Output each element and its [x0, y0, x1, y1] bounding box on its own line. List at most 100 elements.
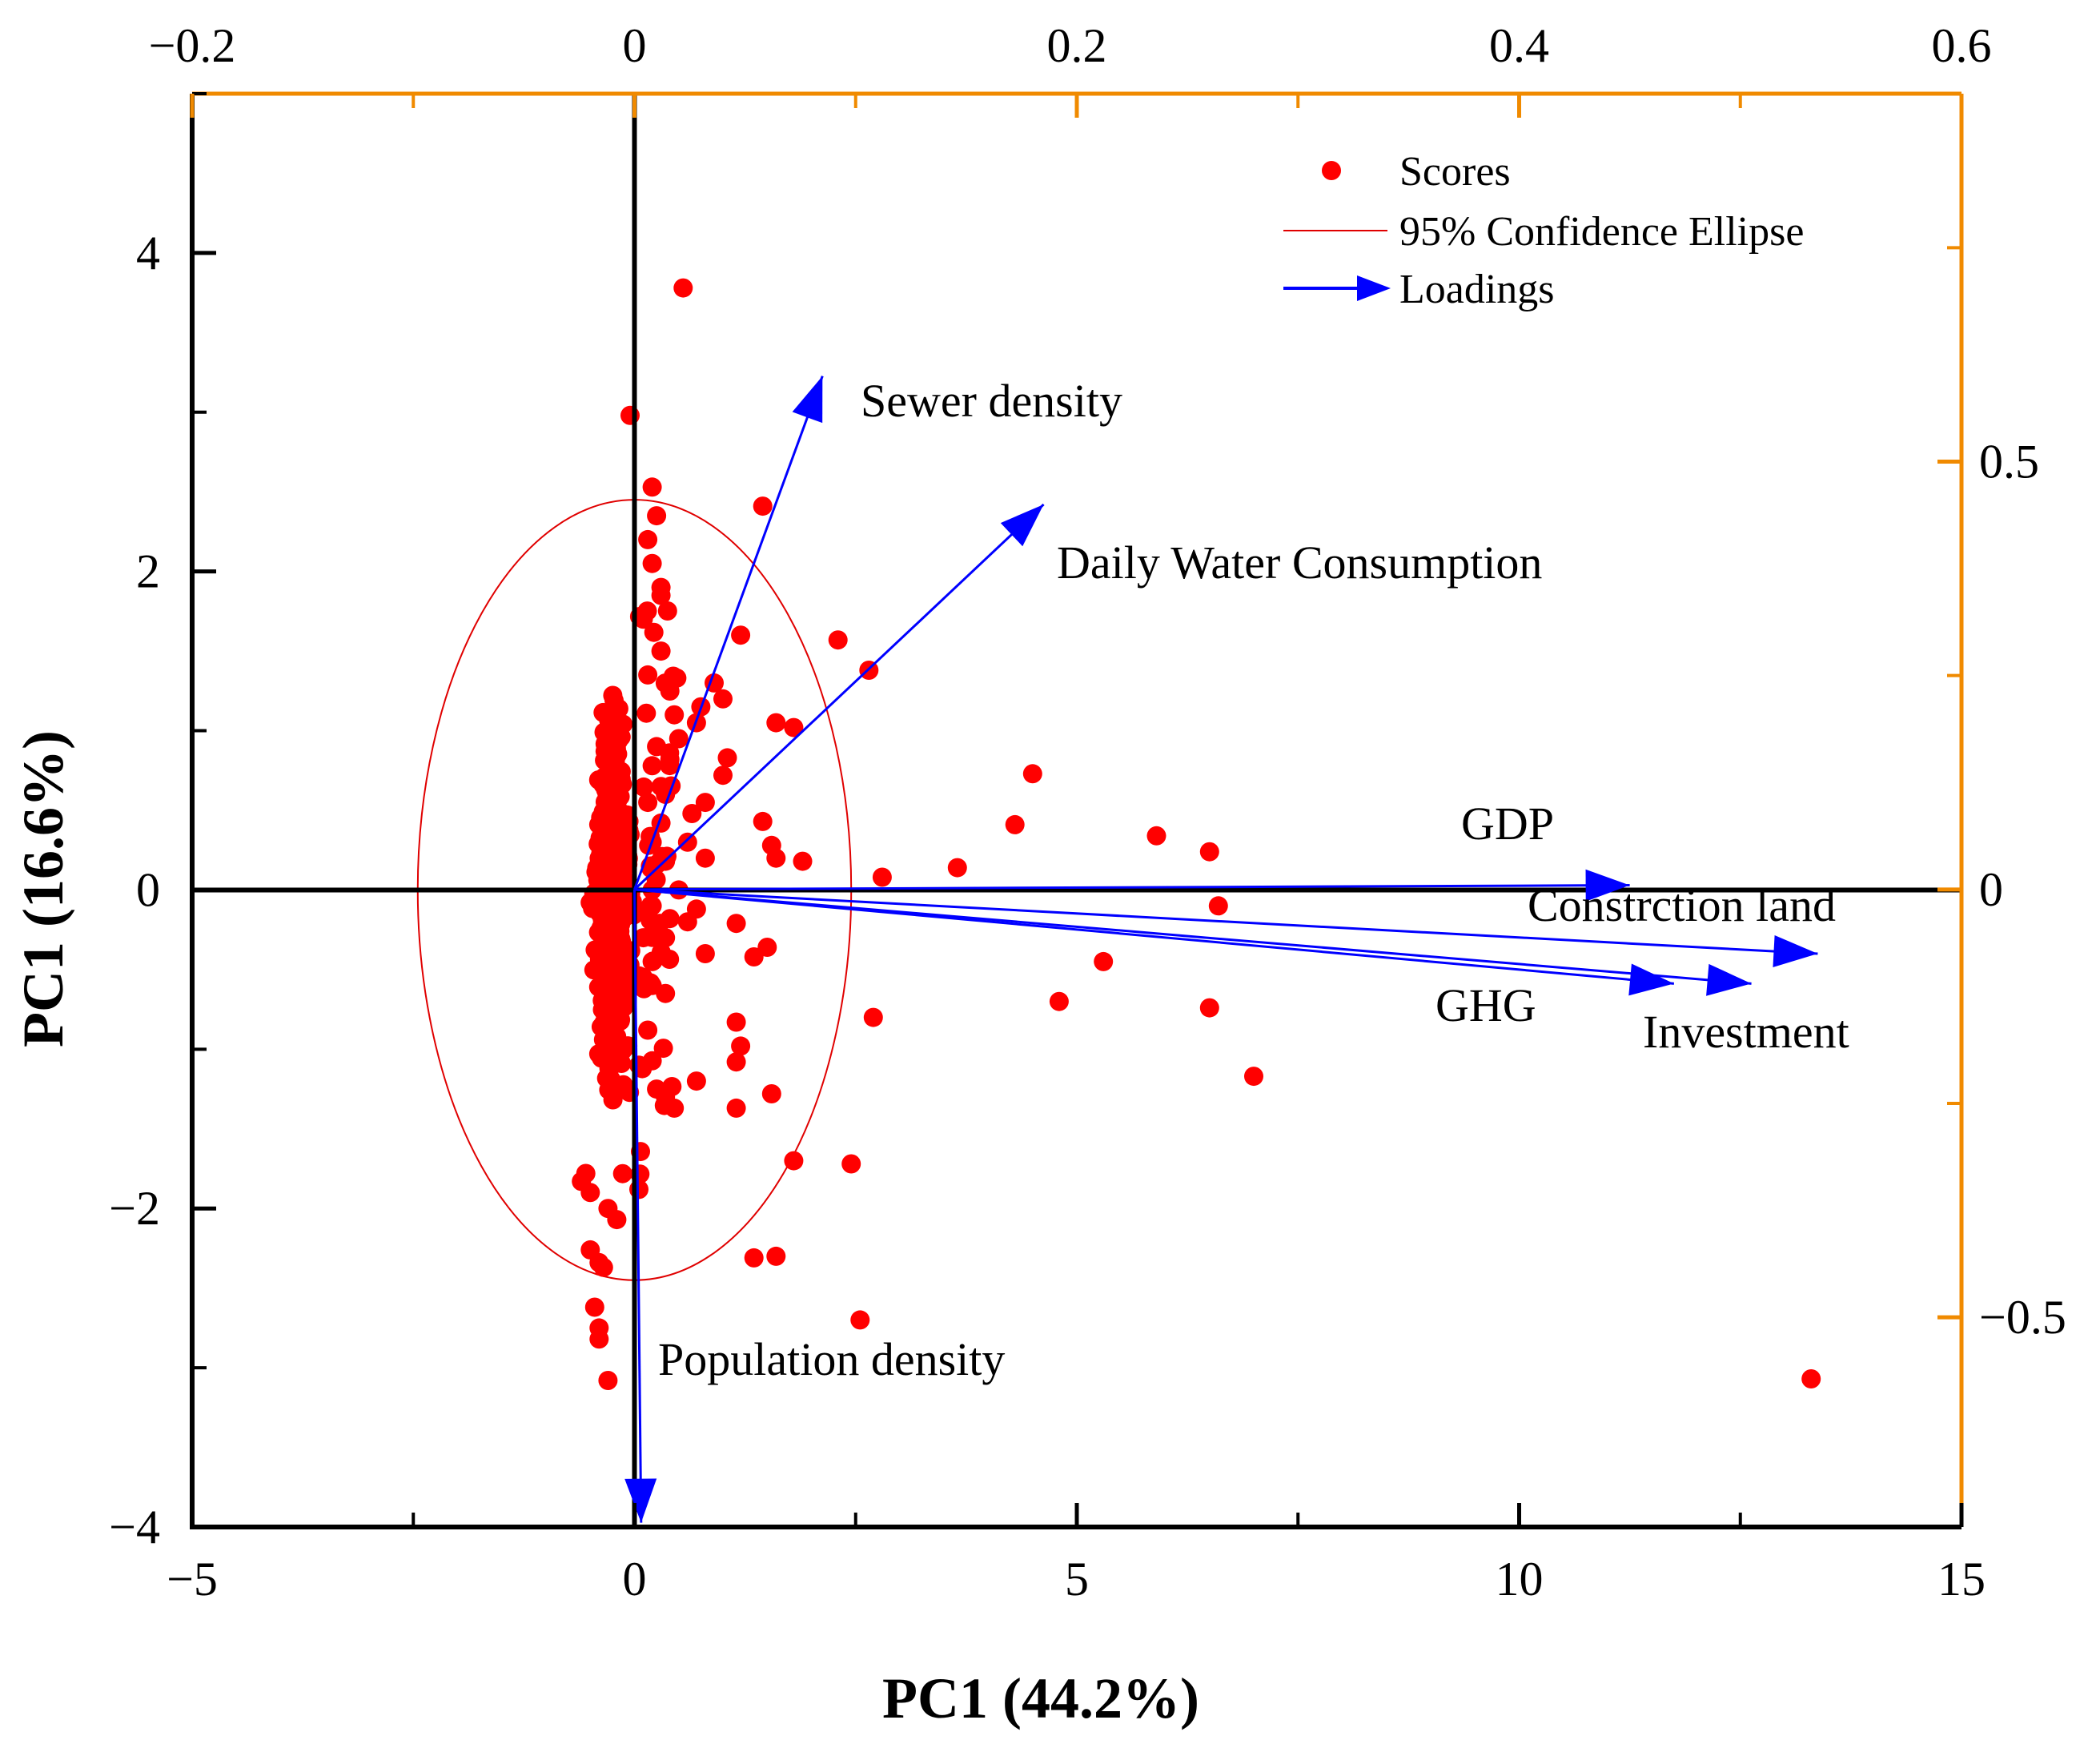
- score-point: [841, 1154, 861, 1174]
- score-point: [731, 625, 751, 645]
- loading-arrow-6: [633, 889, 643, 1523]
- top-tick-label: 0.4: [1489, 19, 1549, 72]
- score-point: [766, 1246, 786, 1266]
- score-point: [638, 529, 658, 549]
- loading-arrowhead-1: [1000, 504, 1044, 547]
- score-point: [665, 705, 685, 725]
- score-point: [828, 630, 848, 650]
- score-point: [784, 1151, 804, 1171]
- score-point: [695, 793, 715, 813]
- x-tick-label: 10: [1496, 1553, 1544, 1605]
- x-tick-label: 0: [623, 1553, 647, 1605]
- score-point: [682, 804, 702, 823]
- loading-arrowhead-6: [624, 1478, 657, 1523]
- score-point: [753, 811, 773, 831]
- score-point: [657, 846, 677, 866]
- loading-label-1: Daily Water Consumption: [1057, 536, 1542, 589]
- score-point: [601, 946, 621, 966]
- loading-label-6: Population density: [658, 1333, 1005, 1385]
- score-point: [589, 1252, 609, 1272]
- score-point: [669, 729, 689, 749]
- score-point: [642, 553, 662, 573]
- score-point: [726, 914, 746, 934]
- loading-label-4: GHG: [1435, 979, 1536, 1031]
- score-point: [634, 777, 653, 797]
- score-point: [726, 1012, 746, 1032]
- score-point: [656, 983, 676, 1003]
- score-point: [603, 1090, 623, 1110]
- legend-loadings-label: Loadings: [1399, 267, 1555, 312]
- score-point: [654, 1095, 674, 1115]
- score-point: [598, 1371, 618, 1390]
- score-point: [604, 714, 624, 734]
- score-point: [677, 912, 697, 932]
- score-point: [761, 1084, 781, 1103]
- score-point: [766, 713, 786, 733]
- score-point: [596, 1068, 616, 1088]
- score-point: [677, 832, 697, 852]
- score-point: [713, 689, 733, 709]
- loading-arrowhead-0: [792, 376, 823, 424]
- top-tick-label: 0: [623, 19, 647, 72]
- score-point: [651, 577, 671, 597]
- score-point: [660, 950, 680, 969]
- score-point: [607, 1027, 627, 1047]
- score-point: [642, 477, 662, 497]
- legend-loadings-arrowhead: [1357, 275, 1391, 301]
- legend-scores-label: Scores: [1399, 149, 1511, 195]
- score-point: [766, 848, 786, 868]
- score-point: [686, 1071, 706, 1091]
- legend: Scores 95% Confidence Ellipse Loadings: [1283, 149, 1804, 312]
- score-point: [753, 496, 773, 516]
- loading-arrowhead-2: [1585, 869, 1630, 902]
- score-point: [647, 506, 667, 526]
- score-point: [647, 1079, 667, 1099]
- score-point: [872, 867, 892, 887]
- score-point: [638, 793, 658, 813]
- score-point: [1146, 826, 1166, 846]
- right-tick-label: 0: [1979, 863, 2003, 916]
- score-point: [1244, 1067, 1263, 1087]
- score-point: [612, 850, 632, 870]
- x-tick-label: 15: [1937, 1553, 1986, 1605]
- right-tick-label: 0.5: [1979, 436, 2039, 488]
- right-tick-label: −0.5: [1979, 1291, 2066, 1344]
- score-point: [598, 1199, 618, 1219]
- score-point: [612, 1163, 632, 1183]
- y-tick-label: −4: [109, 1501, 160, 1553]
- score-point: [660, 743, 680, 763]
- score-point: [642, 927, 662, 947]
- loading-arrowhead-3: [1773, 935, 1818, 967]
- score-point: [600, 741, 620, 761]
- score-point: [1022, 764, 1042, 784]
- score-point: [638, 665, 658, 685]
- score-point: [1801, 1369, 1821, 1388]
- score-point: [638, 1020, 658, 1040]
- y-axis-title: PC1 (16.6%): [11, 730, 75, 1047]
- score-point: [695, 944, 715, 963]
- score-point: [660, 681, 680, 701]
- score-point: [726, 1098, 746, 1118]
- top-tick-label: 0.6: [1932, 19, 1992, 72]
- score-point: [947, 858, 967, 878]
- loading-arrow-1: [633, 503, 1045, 890]
- score-point: [604, 690, 624, 710]
- score-point: [662, 1077, 682, 1096]
- score-point: [784, 717, 804, 737]
- score-point: [1199, 998, 1219, 1018]
- score-point: [744, 947, 764, 966]
- score-point: [640, 973, 661, 993]
- top-tick-label: −0.2: [149, 19, 236, 72]
- score-point: [604, 802, 624, 822]
- score-point: [651, 641, 671, 661]
- score-point: [653, 1039, 673, 1059]
- score-point: [673, 278, 693, 298]
- score-point: [640, 895, 661, 915]
- score-point: [726, 1052, 746, 1072]
- score-point: [580, 1183, 600, 1203]
- score-point: [597, 779, 617, 799]
- score-point: [608, 922, 628, 942]
- loading-arrow-5: [634, 888, 1752, 985]
- score-point: [717, 748, 737, 768]
